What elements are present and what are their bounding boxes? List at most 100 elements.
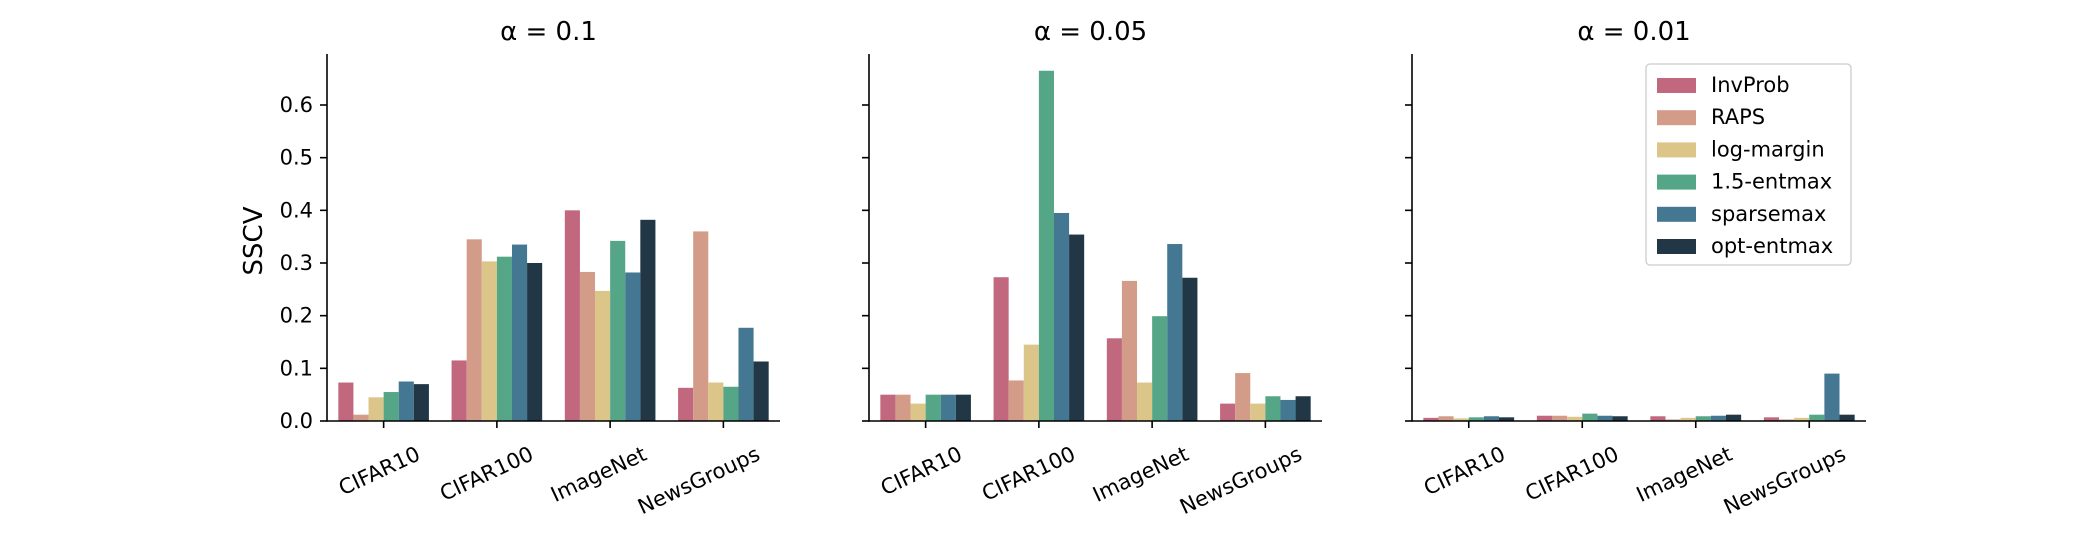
panel-title: α = 0.1 bbox=[500, 17, 597, 47]
bar-raps-cifar100 bbox=[1551, 415, 1568, 421]
bar-raps-newsgroups bbox=[693, 231, 709, 421]
bar-log-margin-cifar10 bbox=[1453, 418, 1469, 421]
bar-opt-entmax-newsgroups bbox=[753, 361, 769, 421]
bar-invprob-cifar100 bbox=[1536, 415, 1552, 421]
bar-log-margin-newsgroups bbox=[1250, 403, 1266, 421]
y-tick-label: 0.1 bbox=[280, 356, 313, 380]
bar-raps-cifar10 bbox=[895, 394, 911, 421]
bar-raps-newsgroups bbox=[1235, 373, 1251, 421]
bar-sparsemax-imagenet bbox=[1167, 244, 1183, 421]
bar-sparsemax-imagenet bbox=[625, 272, 641, 421]
panel-title: α = 0.05 bbox=[1034, 17, 1147, 47]
x-tick-label: CIFAR10 bbox=[335, 442, 424, 500]
bar-opt-entmax-imagenet bbox=[1726, 414, 1742, 421]
bar-opt-entmax-cifar100 bbox=[1612, 416, 1628, 421]
bar-opt-entmax-newsgroups bbox=[1295, 396, 1311, 421]
bar-raps-cifar100 bbox=[1008, 380, 1024, 421]
panel-title: α = 0.01 bbox=[1577, 17, 1690, 47]
bar-opt-entmax-cifar100 bbox=[1069, 234, 1085, 421]
y-tick-label: 0.3 bbox=[280, 251, 313, 275]
x-tick-label: CIFAR100 bbox=[436, 442, 537, 506]
bar-invprob-cifar10 bbox=[338, 382, 354, 421]
bar-invprob-newsgroups bbox=[678, 387, 694, 421]
panel-1: α = 0.1 0.0 0.1 0.2 0.3 0.4 0.5 0.6 CIFAR10 CIFAR… bbox=[280, 17, 780, 519]
bar-raps-imagenet bbox=[1121, 280, 1138, 421]
legend-swatch bbox=[1657, 239, 1696, 254]
bar-log-margin-cifar10 bbox=[910, 403, 926, 421]
legend-swatch bbox=[1657, 110, 1696, 126]
bar-1-5-entmax-cifar100 bbox=[496, 256, 512, 421]
y-tick-label: 0.5 bbox=[280, 146, 313, 170]
y-tick-label: 0.4 bbox=[280, 198, 313, 222]
bar-log-margin-imagenet bbox=[595, 290, 611, 421]
bar-invprob-imagenet bbox=[1650, 416, 1666, 421]
bar-1-5-entmax-newsgroups bbox=[1265, 396, 1281, 421]
bar-1-5-entmax-imagenet bbox=[1695, 416, 1711, 421]
x-tick-label: NewsGroups bbox=[1720, 442, 1849, 519]
bar-1-5-entmax-cifar100 bbox=[1582, 413, 1598, 421]
bar-sparsemax-cifar10 bbox=[940, 394, 956, 421]
legend-label: log-margin bbox=[1711, 137, 1825, 161]
bar-sparsemax-cifar100 bbox=[1597, 415, 1613, 421]
bar-1-5-entmax-cifar10 bbox=[925, 394, 941, 421]
bar-opt-entmax-cifar10 bbox=[413, 384, 429, 421]
bar-invprob-cifar100 bbox=[993, 277, 1009, 421]
legend-swatch bbox=[1657, 174, 1696, 190]
bar-1-5-entmax-imagenet bbox=[610, 240, 626, 421]
bar-raps-cifar100 bbox=[466, 239, 482, 421]
bar-sparsemax-newsgroups bbox=[1280, 399, 1296, 421]
bar-1-5-entmax-newsgroups bbox=[723, 386, 739, 421]
bar-log-margin-newsgroups bbox=[1794, 417, 1810, 421]
bar-opt-entmax-cifar10 bbox=[1499, 417, 1515, 421]
legend-label: opt-entmax bbox=[1711, 234, 1833, 258]
x-tick-label: CIFAR100 bbox=[1522, 442, 1623, 506]
bar-log-margin-cifar10 bbox=[368, 397, 384, 421]
bar-log-margin-cifar100 bbox=[1023, 344, 1039, 421]
bar-log-margin-imagenet bbox=[1680, 417, 1696, 421]
y-tick-label: 0.2 bbox=[280, 304, 313, 328]
x-tick-label: NewsGroups bbox=[634, 442, 763, 519]
bar-sparsemax-newsgroups bbox=[1824, 373, 1840, 421]
bar-sparsemax-cifar100 bbox=[511, 244, 528, 421]
bar-1-5-entmax-imagenet bbox=[1152, 316, 1168, 421]
y-tick-label: 0.0 bbox=[280, 409, 313, 433]
y-axis-label: SSCV bbox=[239, 206, 269, 275]
bar-log-margin-imagenet bbox=[1137, 382, 1153, 421]
bar-opt-entmax-newsgroups bbox=[1839, 414, 1855, 421]
legend-label: RAPS bbox=[1711, 105, 1765, 129]
bar-raps-imagenet bbox=[579, 271, 596, 421]
bar-invprob-newsgroups bbox=[1220, 403, 1236, 421]
x-tick-label: CIFAR10 bbox=[877, 442, 966, 500]
bar-opt-entmax-cifar100 bbox=[527, 263, 543, 421]
bar-1-5-entmax-cifar10 bbox=[383, 392, 399, 421]
legend-swatch bbox=[1657, 78, 1696, 93]
bar-invprob-newsgroups bbox=[1763, 417, 1779, 421]
bar-invprob-cifar10 bbox=[1423, 417, 1439, 421]
legend-label: sparsemax bbox=[1711, 202, 1826, 226]
bar-1-5-entmax-cifar100 bbox=[1038, 70, 1054, 422]
bar-sparsemax-cifar10 bbox=[1483, 416, 1500, 421]
bar-opt-entmax-imagenet bbox=[1182, 277, 1198, 421]
bar-raps-cifar10 bbox=[353, 414, 369, 421]
bar-sparsemax-newsgroups bbox=[738, 327, 754, 421]
bar-raps-cifar10 bbox=[1438, 416, 1454, 421]
bar-sparsemax-cifar100 bbox=[1053, 212, 1070, 421]
bar-opt-entmax-imagenet bbox=[640, 219, 656, 421]
legend-label: 1.5-entmax bbox=[1711, 170, 1832, 194]
bar-invprob-imagenet bbox=[564, 210, 580, 421]
y-tick-label: 0.6 bbox=[280, 93, 313, 117]
bar-log-margin-cifar100 bbox=[481, 261, 497, 421]
bar-invprob-imagenet bbox=[1106, 338, 1122, 421]
bar-1-5-entmax-cifar10 bbox=[1468, 417, 1484, 421]
bar-1-5-entmax-newsgroups bbox=[1809, 414, 1825, 421]
bar-sparsemax-cifar10 bbox=[398, 381, 414, 421]
bar-opt-entmax-cifar10 bbox=[955, 394, 971, 421]
bar-log-margin-cifar100 bbox=[1567, 416, 1583, 421]
x-tick-label: NewsGroups bbox=[1176, 442, 1305, 519]
legend-label: InvProb bbox=[1711, 73, 1790, 97]
legend: InvProb RAPS log-margin 1.5-entmax sparsemax… bbox=[1645, 63, 1852, 266]
bar-log-margin-newsgroups bbox=[708, 382, 724, 421]
